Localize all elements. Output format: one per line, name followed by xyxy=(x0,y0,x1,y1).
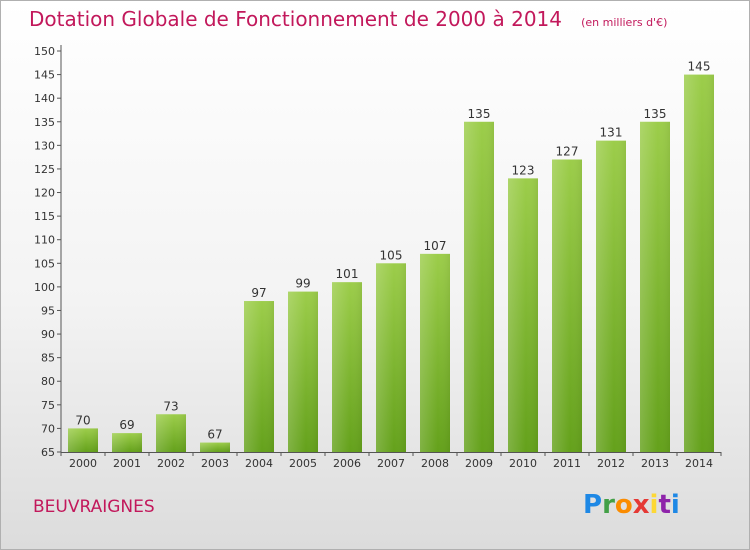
logo-letter: r xyxy=(602,490,615,520)
data-label: 97 xyxy=(251,286,266,300)
logo-letter: i xyxy=(670,490,680,520)
y-tick-label: 100 xyxy=(34,281,55,294)
y-tick-label: 90 xyxy=(41,328,55,341)
y-tick-label: 105 xyxy=(34,257,55,270)
y-tick-label: 65 xyxy=(41,446,55,459)
bars-layer xyxy=(68,74,714,453)
bar-highlight xyxy=(552,159,582,452)
data-label: 135 xyxy=(644,107,667,121)
chart-title: Dotation Globale de Fonctionnement de 20… xyxy=(29,7,562,31)
logo-letter: t xyxy=(658,490,671,520)
data-label: 127 xyxy=(556,145,579,159)
bar-highlight xyxy=(244,301,274,452)
x-tick-label: 2003 xyxy=(201,457,229,470)
x-tick-label: 2000 xyxy=(69,457,97,470)
bar-highlight xyxy=(640,121,670,452)
y-tick-label: 80 xyxy=(41,375,55,388)
data-label: 135 xyxy=(468,107,491,121)
logo-letter: x xyxy=(632,490,650,520)
logo-letter: P xyxy=(583,490,603,520)
y-tick-label: 70 xyxy=(41,422,55,435)
bar-highlight xyxy=(112,433,142,452)
data-label: 99 xyxy=(295,277,310,291)
logo-letter: o xyxy=(614,490,633,520)
data-label: 107 xyxy=(424,239,447,253)
bar-highlight xyxy=(288,291,318,452)
x-tick-label: 2001 xyxy=(113,457,141,470)
logo-letter: i xyxy=(649,490,659,520)
bar-highlight xyxy=(68,428,98,452)
y-tick-label: 85 xyxy=(41,352,55,365)
x-tick-label: 2008 xyxy=(421,457,449,470)
x-tick-label: 2006 xyxy=(333,457,361,470)
commune-name: BEUVRAIGNES xyxy=(33,497,155,517)
data-label: 69 xyxy=(119,418,134,432)
x-tick-label: 2007 xyxy=(377,457,405,470)
bar-highlight xyxy=(508,178,538,452)
bar-highlight xyxy=(156,414,186,452)
labels-layer: 2000 70 2001 69 2002 73 2003 67 2004 97 2005 99 2006… xyxy=(69,60,713,470)
bar-highlight xyxy=(332,282,362,452)
data-label: 131 xyxy=(600,126,623,140)
y-tick-label: 120 xyxy=(34,187,55,200)
x-tick-label: 2014 xyxy=(685,457,713,470)
x-tick-label: 2005 xyxy=(289,457,317,470)
bar-highlight xyxy=(376,263,406,452)
x-tick-label: 2012 xyxy=(597,457,625,470)
y-tick-label: 115 xyxy=(34,210,55,223)
x-tick-label: 2009 xyxy=(465,457,493,470)
bar-highlight xyxy=(684,74,714,453)
data-label: 105 xyxy=(380,248,403,262)
y-tick-label: 145 xyxy=(34,69,55,82)
x-tick-label: 2011 xyxy=(553,457,581,470)
y-tick-label: 130 xyxy=(34,139,55,152)
bar-highlight xyxy=(200,442,230,452)
x-tick-label: 2013 xyxy=(641,457,669,470)
x-tick-label: 2010 xyxy=(509,457,537,470)
y-tick-label: 110 xyxy=(34,234,55,247)
y-tick-label: 95 xyxy=(41,304,55,317)
y-tick-label: 75 xyxy=(41,399,55,412)
data-label: 73 xyxy=(163,399,178,413)
bar-highlight xyxy=(596,140,626,452)
y-tick-label: 135 xyxy=(34,116,55,129)
chart-subtitle: (en milliers d'€) xyxy=(581,16,668,29)
data-label: 70 xyxy=(75,413,90,427)
y-tick-label: 125 xyxy=(34,163,55,176)
data-label: 123 xyxy=(512,163,535,177)
bar-highlight xyxy=(464,121,494,452)
y-tick-label: 140 xyxy=(34,92,55,105)
x-tick-label: 2002 xyxy=(157,457,185,470)
data-label: 145 xyxy=(688,60,711,74)
bar-highlight xyxy=(420,253,450,452)
title-row: Dotation Globale de Fonctionnement de 20… xyxy=(29,7,667,31)
data-label: 101 xyxy=(336,267,359,281)
x-tick-label: 2004 xyxy=(245,457,273,470)
axis-layer: 65 70 75 80 85 90 95 100 105 110 115 120 125 130 135 14… xyxy=(34,45,722,459)
y-tick-label: 150 xyxy=(34,45,55,58)
data-label: 67 xyxy=(207,428,222,442)
proxiti-logo: Proxiti xyxy=(583,490,680,520)
